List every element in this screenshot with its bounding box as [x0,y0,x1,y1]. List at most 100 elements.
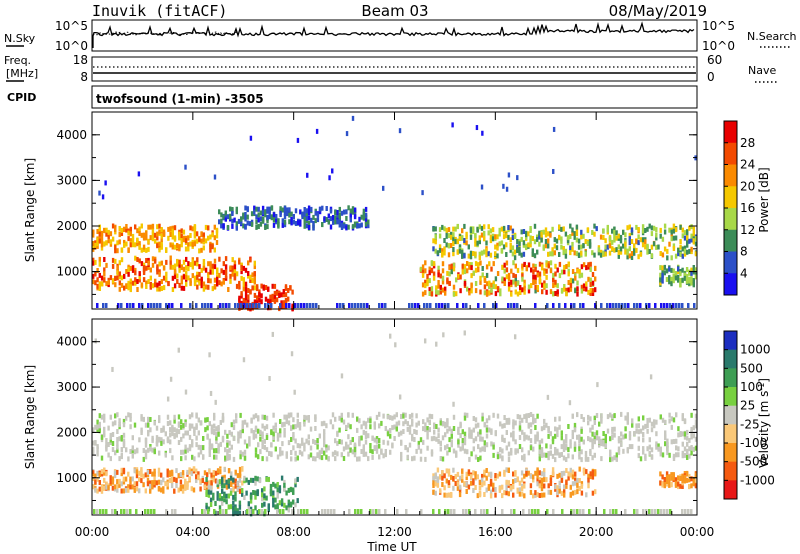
data-cell [216,281,219,287]
data-cell [226,442,229,448]
data-cell [246,422,249,428]
data-cell [514,470,517,476]
data-cell [111,447,115,452]
data-cell [191,242,194,247]
data-cell [597,250,601,256]
data-cell [393,414,396,420]
data-cell [353,442,357,448]
data-cell [272,431,275,437]
data-cell [118,239,121,245]
data-cell [443,226,446,232]
data-cell [303,219,306,225]
data-cell [227,504,230,510]
data-cell [230,422,233,428]
ground-scatter-cell [447,509,450,514]
data-cell [147,422,150,428]
data-cell [624,245,627,250]
data-cell [582,470,586,476]
data-cell [587,456,590,462]
data-cell [177,473,180,479]
data-cell [107,229,110,235]
ground-scatter-cell [321,509,324,514]
data-cell [238,477,242,483]
data-cell [98,261,101,267]
data-cell [296,418,299,424]
nsearch-trace [92,31,239,36]
data-cell [218,479,222,485]
data-cell [432,238,435,244]
data-cell [670,416,673,422]
data-cell [545,268,548,274]
data-cell [467,469,471,475]
data-cell [465,234,468,240]
data-cell [523,285,526,291]
data-cell [527,231,530,237]
data-cell [96,446,99,452]
data-cell [193,224,197,230]
data-cell [327,445,330,451]
data-cell [544,227,548,233]
data-cell [193,281,197,287]
data-cell [692,265,695,270]
data-cell [672,475,675,481]
colorbar-swatch [724,121,737,144]
data-cell [338,439,341,445]
data-cell [686,435,689,441]
data-cell [216,468,220,474]
data-cell [180,285,183,291]
data-cell [531,251,534,257]
data-cell [661,236,665,242]
data-cell [364,221,368,227]
data-cell [470,429,473,435]
data-cell [456,481,460,487]
data-cell [287,507,290,513]
data-cell [362,444,365,450]
data-cell [447,480,451,486]
data-cell [253,299,257,305]
data-cell [694,419,698,425]
data-cell [154,278,157,284]
data-cell [149,417,152,422]
data-cell [160,233,163,239]
data-cell [241,466,244,472]
ground-scatter-cell [408,303,411,308]
data-cell [268,376,271,382]
data-cell [92,476,95,481]
data-cell [478,485,482,491]
data-cell [125,283,128,289]
data-cell [328,175,331,181]
data-cell [584,239,587,244]
data-cell [672,456,676,461]
data-cell [257,416,260,422]
data-cell [375,436,379,441]
data-cell [554,447,557,452]
data-cell [116,240,119,246]
data-cell [316,438,319,443]
data-cell [160,440,163,446]
data-cell [207,278,210,284]
data-cell [303,214,306,220]
data-cell [666,248,669,254]
data-cell [94,338,97,344]
data-cell [178,259,181,265]
data-cell [202,239,205,245]
data-cell [340,373,344,379]
data-cell [129,284,132,290]
data-cell [534,266,537,272]
data-cell [287,288,290,293]
data-cell [569,245,572,251]
data-cell [131,267,135,273]
data-cell [527,470,530,476]
data-cell [314,218,317,224]
data-cell [116,441,119,447]
data-cell [511,228,515,234]
data-cell [160,227,163,232]
data-cell [280,292,283,298]
data-cell [556,283,559,289]
data-cell [580,250,583,256]
data-cell [505,186,509,192]
data-cell [230,444,233,450]
data-cell [478,480,482,485]
data-cell [585,286,588,292]
data-cell [683,418,687,424]
